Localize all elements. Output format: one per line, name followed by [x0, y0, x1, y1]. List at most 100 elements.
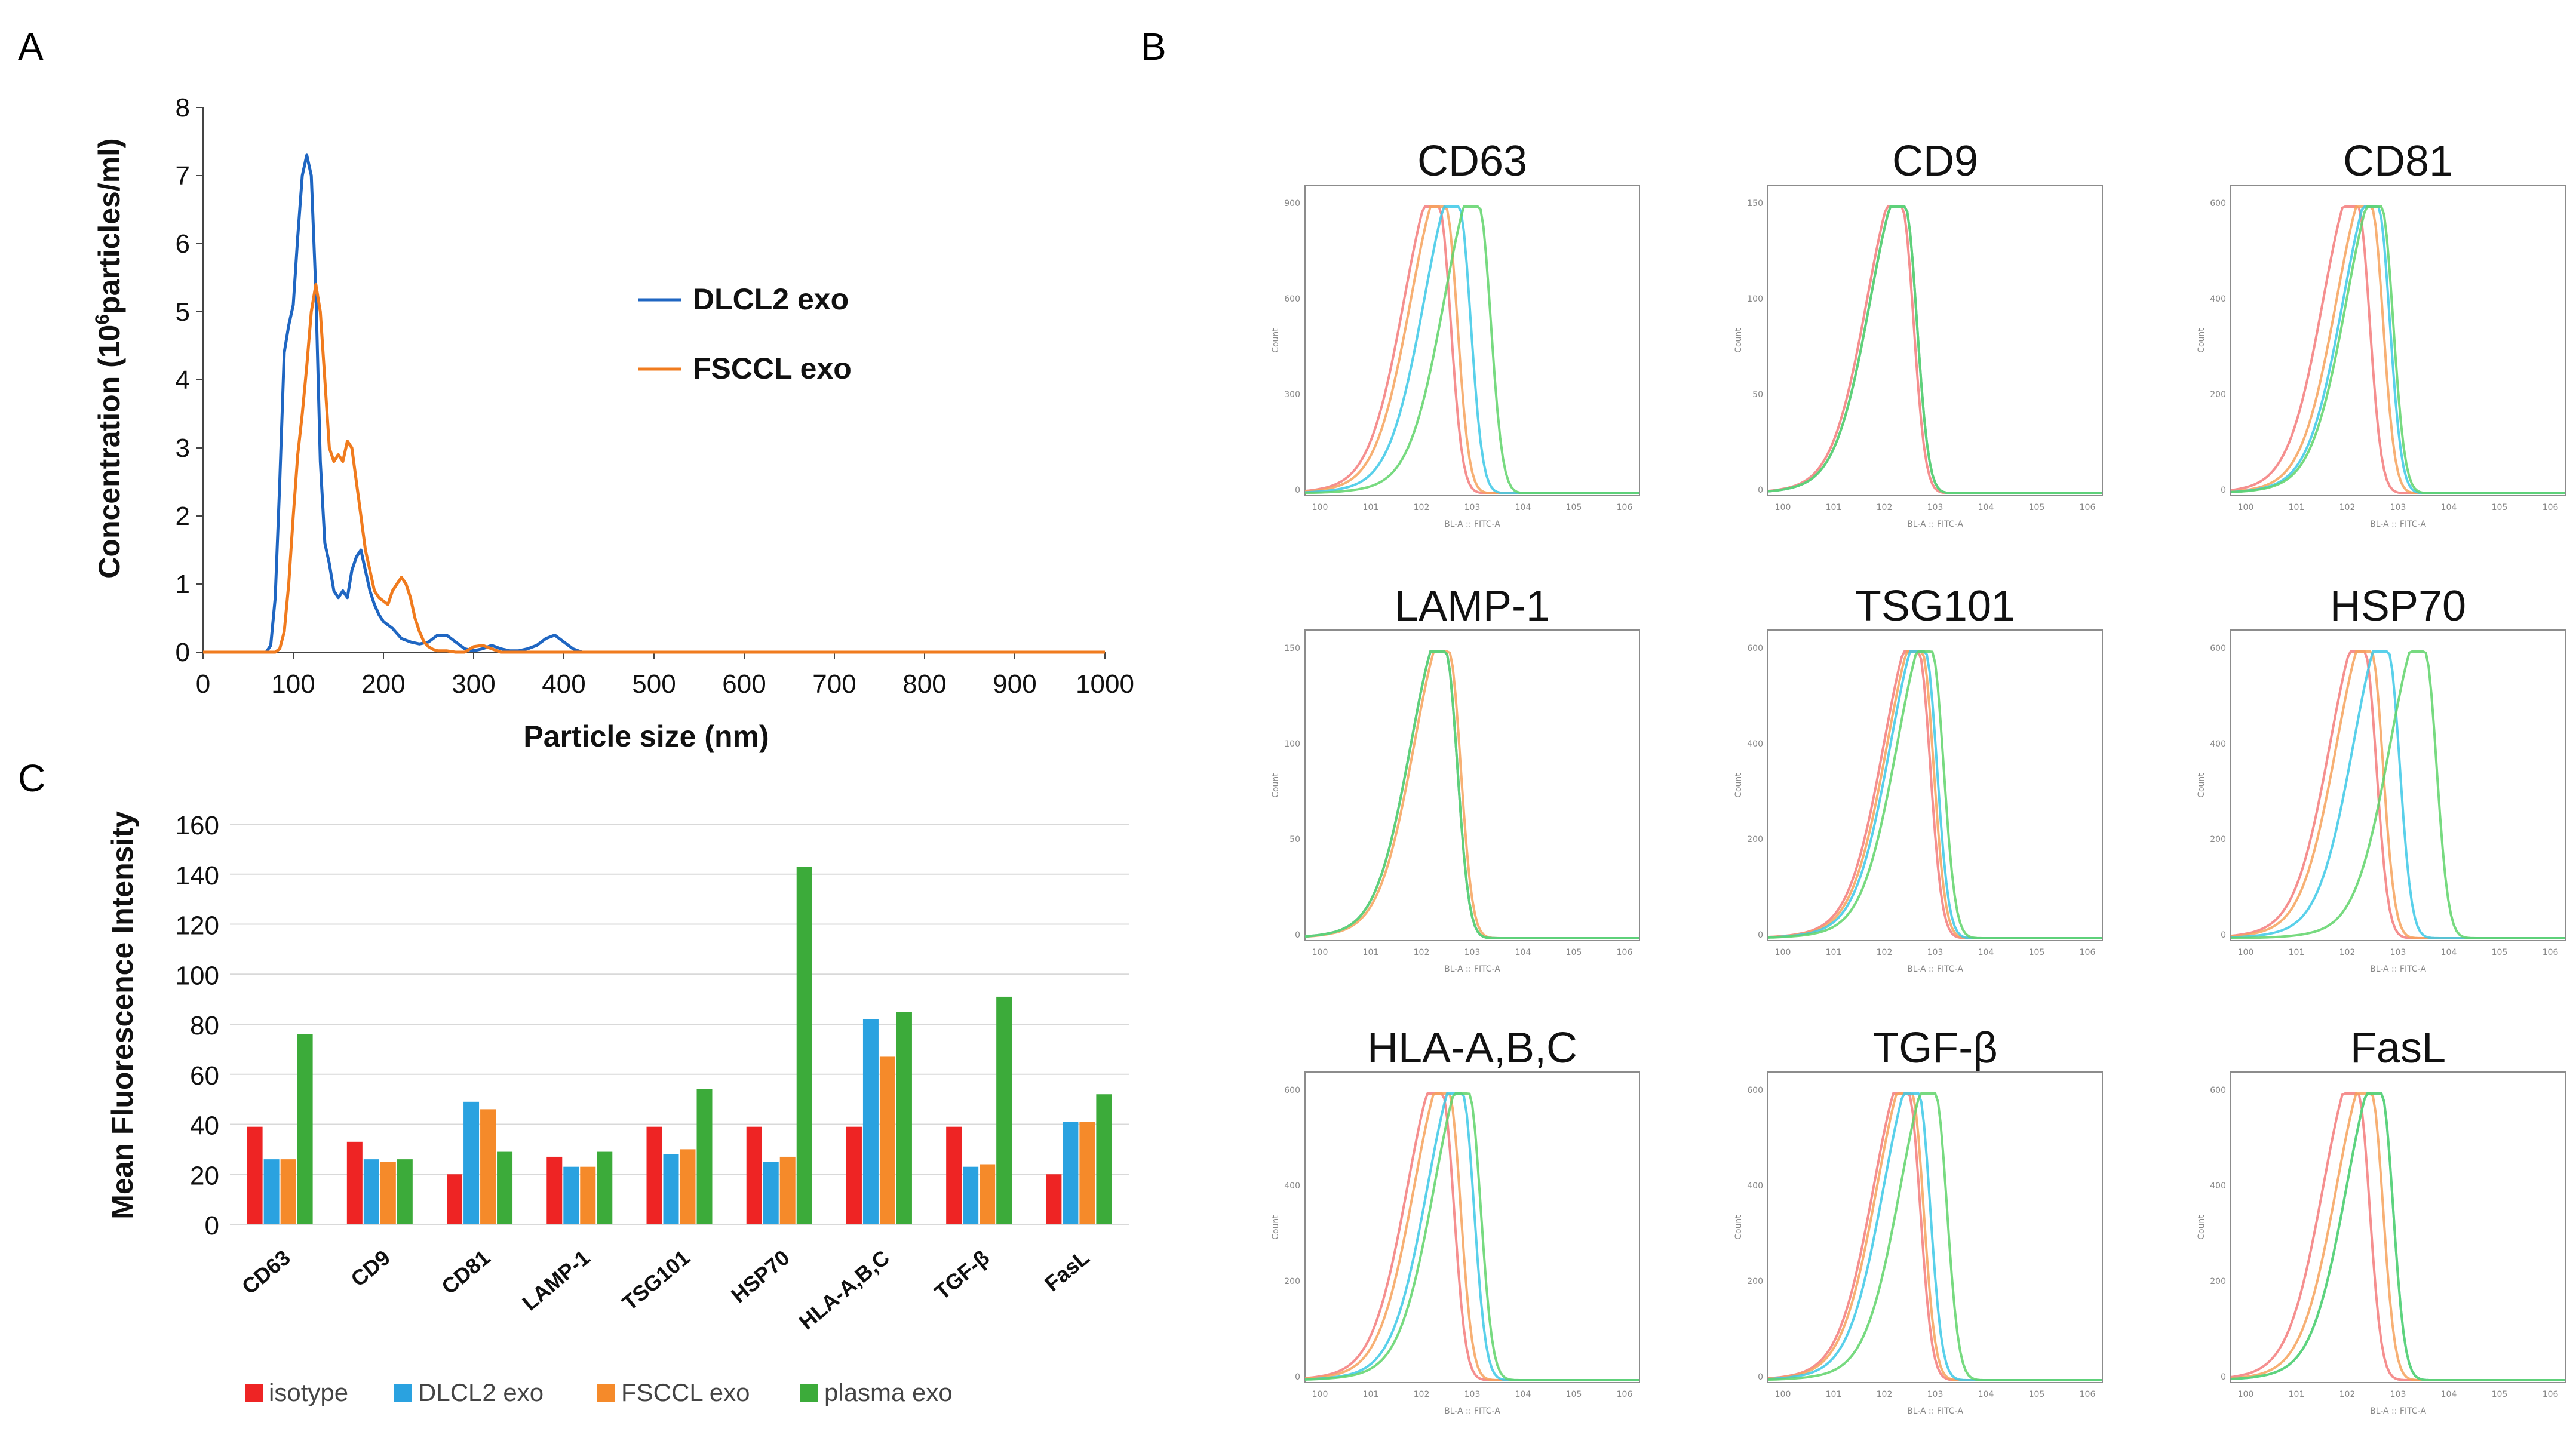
bar-cd81-plasma-exo — [497, 1151, 513, 1224]
panel-c-y-tick-label: 40 — [190, 1111, 219, 1141]
bar-hsp70-fsccl-exo — [779, 1156, 796, 1224]
histogram-x-tick-label: 106 — [2080, 503, 2096, 512]
histogram-x-tick-label: 100 — [2238, 948, 2254, 957]
histogram-x-tick-label: 102 — [2339, 1390, 2356, 1399]
panel-a-y-axis-title: Concentration (106particles/ml) — [91, 138, 126, 578]
panel-c-y-tick-label: 20 — [190, 1161, 219, 1190]
histogram-y-tick-label: 600 — [2210, 644, 2226, 653]
panel-label-a: A — [18, 25, 44, 68]
histogram-y-tick-label: 600 — [2210, 199, 2226, 208]
histogram-x-axis-title: BL-A :: FITC-A — [1907, 1406, 1963, 1416]
histogram-y-tick-label: 600 — [2210, 1086, 2226, 1095]
histogram-x-tick-label: 104 — [2441, 1390, 2457, 1399]
bar-fasl-isotype — [1046, 1174, 1062, 1224]
histogram-x-tick-label: 104 — [1978, 503, 1994, 512]
bar-tsg101-isotype — [646, 1126, 662, 1224]
histogram-x-tick-label: 103 — [1927, 948, 1943, 957]
histogram-x-tick-label: 100 — [1775, 503, 1791, 512]
panel-a-y-tick-label: 8 — [176, 93, 190, 122]
legend-label-fsccl-exo: FSCCL exo — [621, 1378, 750, 1406]
histogram-plot-frame — [2230, 185, 2566, 496]
histogram-x-tick-label: 106 — [2543, 1390, 2559, 1399]
histogram-curve-green — [1767, 1092, 2102, 1381]
histogram-y-axis-title: Count — [2197, 773, 2206, 798]
histogram-x-tick-label: 105 — [1566, 503, 1582, 512]
histogram-curve-green — [1767, 205, 2102, 494]
histogram-y-tick-label: 400 — [1284, 1181, 1300, 1191]
panel-c-y-tick-label: 0 — [205, 1211, 219, 1240]
histogram-panel-hla-a-b-c: HLA-A,B,C 0 200 400 600 100 101 102 103 104 105 106… — [1271, 1024, 1640, 1416]
histogram-y-axis-title: Count — [1271, 1215, 1281, 1240]
panel-c-y-tick-label: 120 — [176, 911, 219, 941]
bar-tsg101-fsccl-exo — [680, 1149, 696, 1224]
panel-c-y-tick-label: 140 — [176, 861, 219, 890]
histogram-y-axis-title: Count — [1734, 773, 1743, 798]
histogram-y-tick-label: 200 — [1284, 1277, 1300, 1286]
histogram-x-tick-label: 100 — [1312, 503, 1328, 512]
panel-a-x-tick-label: 700 — [812, 669, 856, 699]
panel-a-y-tick-label: 1 — [176, 570, 190, 599]
histogram-x-tick-label: 101 — [2289, 1390, 2305, 1399]
histogram-title: CD63 — [1417, 137, 1527, 185]
panel-c-category-label: CD81 — [437, 1245, 495, 1300]
histogram-curve-green — [1304, 1092, 1639, 1381]
histogram-y-axis-title: Count — [1271, 773, 1281, 798]
histogram-curve-green — [2230, 205, 2565, 494]
histogram-y-axis-title: Count — [2197, 1215, 2206, 1240]
histogram-y-tick-label: 600 — [1747, 644, 1763, 653]
histogram-x-tick-label: 106 — [2543, 503, 2559, 512]
histogram-y-tick-label: 400 — [2210, 294, 2226, 304]
bar-cd9-fsccl-exo — [380, 1162, 396, 1224]
histogram-y-tick-label: 100 — [1284, 739, 1300, 749]
histogram-x-tick-label: 101 — [1363, 948, 1379, 957]
panel-c-y-tick-label: 60 — [190, 1061, 219, 1091]
bar-tsg101-plasma-exo — [696, 1089, 713, 1224]
panel-a-x-tick-label: 300 — [452, 669, 495, 699]
histogram-panel-hsp70: HSP70 0 200 400 600 100 101 102 103 104 105 106 Coun… — [2197, 582, 2566, 974]
histogram-x-tick-label: 102 — [1414, 503, 1430, 512]
bar-cd63-isotype — [247, 1126, 263, 1224]
histogram-curve-green — [2230, 1092, 2565, 1381]
histogram-plot-frame — [1767, 185, 2103, 496]
histogram-plot-frame — [1304, 1071, 1640, 1383]
bar-tgf--dlcl2-exo — [963, 1166, 979, 1224]
panel-a-x-tick-label: 200 — [361, 669, 405, 699]
histogram-y-tick-label: 150 — [1747, 199, 1763, 208]
histogram-x-tick-label: 106 — [1617, 948, 1633, 957]
panel-a-y-tick-label: 4 — [176, 365, 190, 395]
histogram-y-tick-label: 0 — [1295, 486, 1300, 495]
histogram-x-tick-label: 104 — [1978, 948, 1994, 957]
histogram-x-tick-label: 103 — [1464, 1390, 1481, 1399]
histogram-x-axis-title: BL-A :: FITC-A — [2370, 520, 2426, 529]
legend-label-dlcl2-exo: DLCL2 exo — [693, 282, 849, 316]
histogram-title: TSG101 — [1855, 582, 2015, 630]
bar-fasl-fsccl-exo — [1079, 1122, 1095, 1224]
histogram-x-tick-label: 105 — [2029, 503, 2045, 512]
histogram-y-axis-title: Count — [2197, 328, 2206, 353]
histogram-x-tick-label: 106 — [2080, 1390, 2096, 1399]
panel-a-series-dlcl2-exo — [203, 153, 1105, 654]
histogram-x-axis-title: BL-A :: FITC-A — [1444, 964, 1500, 974]
histogram-x-tick-label: 101 — [1363, 503, 1379, 512]
histogram-x-axis-title: BL-A :: FITC-A — [1907, 520, 1963, 529]
histogram-x-tick-label: 102 — [1877, 503, 1893, 512]
panel-c-category-label: CD63 — [237, 1245, 295, 1300]
histogram-y-tick-label: 0 — [1295, 930, 1300, 940]
histogram-y-tick-label: 600 — [1284, 294, 1300, 304]
histogram-panel-cd63: CD63 0 300 600 900 100 101 102 103 104 105 106 Count… — [1271, 137, 1640, 529]
histogram-title: LAMP-1 — [1395, 582, 1550, 630]
legend-label-dlcl2-exo: DLCL2 exo — [418, 1378, 544, 1406]
panel-a-x-tick-label: 600 — [722, 669, 766, 699]
histogram-x-tick-label: 102 — [2339, 948, 2356, 957]
histogram-x-tick-label: 106 — [2080, 948, 2096, 957]
histogram-x-tick-label: 106 — [1617, 1390, 1633, 1399]
histogram-y-tick-label: 150 — [1284, 644, 1300, 653]
histogram-x-tick-label: 104 — [2441, 503, 2457, 512]
bar-hla-a-b-c-isotype — [846, 1126, 862, 1224]
histogram-y-tick-label: 0 — [2221, 486, 2226, 495]
panel-c-y-tick-label: 160 — [176, 811, 219, 840]
panel-a-line-chart: 0 1 2 3 4 5 6 7 8 0 100 200 300 400 500 600 700 800 900 10… — [91, 93, 1134, 753]
histogram-x-tick-label: 101 — [1363, 1390, 1379, 1399]
bar-fasl-plasma-exo — [1096, 1094, 1112, 1224]
